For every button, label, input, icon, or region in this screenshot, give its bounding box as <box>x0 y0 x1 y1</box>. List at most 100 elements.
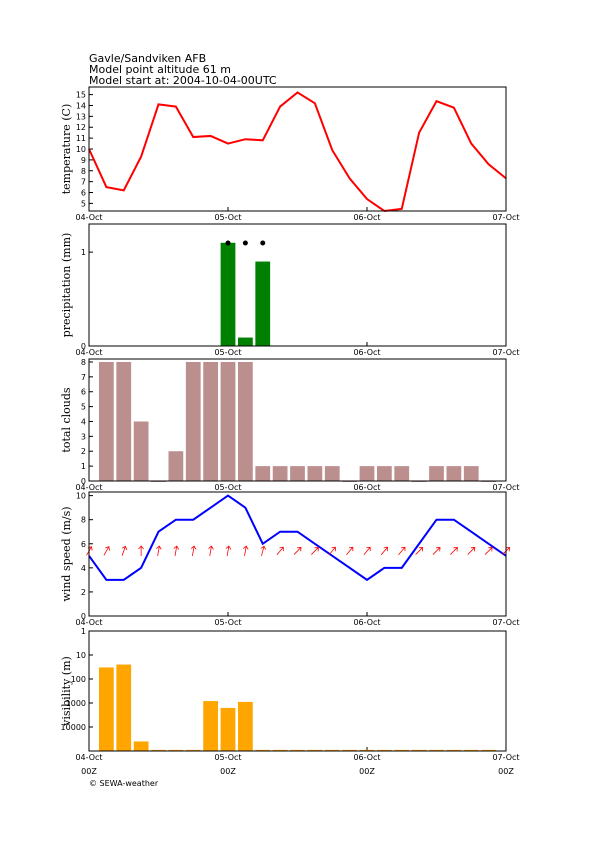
bar <box>168 749 184 751</box>
y-tick-label: 8 <box>81 167 86 176</box>
x-tick-label: 04-Oct <box>75 213 102 222</box>
y-tick-label: 9 <box>81 156 86 165</box>
y-tick-label: 10 <box>76 492 86 501</box>
plot-area <box>220 240 271 346</box>
y-axis-label: temperature (C) <box>60 104 73 195</box>
x-tick-label: 06-Oct <box>353 213 380 222</box>
wind-arrow <box>121 545 128 556</box>
bar <box>290 749 305 751</box>
bar <box>376 749 392 751</box>
wind-arrow <box>208 545 214 556</box>
x-tick-label: 05-Oct <box>214 213 241 222</box>
x-tick-label: 04-Oct <box>75 483 102 492</box>
bar <box>481 749 497 751</box>
plot-area <box>88 91 507 213</box>
bar <box>220 707 236 751</box>
x-tick-label: 07-Oct <box>492 618 519 627</box>
plot-frame <box>88 491 507 617</box>
wind-arrow <box>363 546 371 556</box>
bar <box>133 421 149 481</box>
plot-frame <box>88 630 507 752</box>
y-tick-label: 1 <box>81 248 86 257</box>
y-tick-label: 15 <box>76 91 86 100</box>
x-tick-label-utc: 00Z <box>220 767 236 776</box>
station-name: Gavle/Sandviken AFB <box>89 52 206 65</box>
y-tick-label: 1 <box>81 462 86 471</box>
wind-arrow <box>380 546 388 556</box>
wind-arrow <box>467 547 476 555</box>
wind-arrow <box>450 547 458 555</box>
y-tick-label: 100 <box>71 675 86 684</box>
y-tick-label: 13 <box>76 112 86 121</box>
plot-area <box>98 361 497 482</box>
y-tick-label: 12 <box>76 123 86 132</box>
y-tick-label: 8 <box>81 358 86 367</box>
y-tick-label: 6 <box>81 540 86 549</box>
bar <box>220 361 236 481</box>
x-tick-label: 06-Oct <box>353 348 380 357</box>
bar <box>237 337 253 346</box>
wind-arrow <box>398 546 406 556</box>
y-tick-label: 2 <box>81 447 86 456</box>
bar <box>272 749 288 751</box>
wind-arrow <box>484 547 493 555</box>
y-axis-label: visibility (m) <box>60 656 73 727</box>
wind-arrow <box>225 545 232 556</box>
y-tick-label: 6 <box>81 388 86 397</box>
x-tick-label: 04-Oct <box>75 753 102 762</box>
y-tick-label: 4 <box>81 417 86 426</box>
x-tick-label: 07-Oct <box>492 483 519 492</box>
bar <box>203 361 219 481</box>
y-tick-label: 4 <box>81 564 86 573</box>
bar <box>185 749 201 751</box>
precip-symbol <box>242 240 248 246</box>
y-tick-label: 1 <box>81 627 86 636</box>
x-tick-label: 07-Oct <box>492 213 519 222</box>
precip-symbol <box>225 240 231 246</box>
y-tick-label: 5 <box>81 403 86 412</box>
wind-arrow <box>103 546 110 556</box>
precip-symbol <box>260 240 266 246</box>
bar <box>307 749 323 751</box>
wind-arrow <box>173 545 180 556</box>
bar <box>446 466 462 481</box>
y-tick-label: 14 <box>76 101 86 110</box>
bar <box>151 749 166 751</box>
bar <box>376 466 392 481</box>
y-tick-label: 2 <box>81 588 86 597</box>
x-tick-label: 05-Oct <box>214 483 241 492</box>
bar <box>116 664 132 751</box>
altitude: Model point altitude 61 m <box>89 63 231 76</box>
y-axis-label: precipitation (mm) <box>60 233 73 338</box>
wind-arrow <box>346 546 354 556</box>
bar <box>203 701 219 751</box>
y-tick-label: 0 <box>81 342 86 351</box>
wind-arrow <box>293 547 302 555</box>
bar <box>168 451 184 481</box>
y-tick-label: 0 <box>81 612 86 621</box>
line <box>88 91 507 213</box>
bar <box>255 261 271 346</box>
wind-arrow <box>190 545 197 556</box>
copyright: © SEWA-weather <box>89 779 159 788</box>
y-axis-label: total clouds <box>60 387 73 452</box>
x-tick-label: 07-Oct <box>492 753 519 762</box>
wind-arrow <box>276 546 284 556</box>
bar <box>133 741 149 751</box>
bar <box>98 667 114 751</box>
x-tick-label: 05-Oct <box>214 348 241 357</box>
bar <box>220 242 236 346</box>
bar <box>429 749 444 751</box>
plot-area <box>98 664 497 751</box>
bar <box>394 466 410 481</box>
bar <box>359 749 375 751</box>
bar <box>463 749 479 751</box>
y-tick-label: 10 <box>76 145 86 154</box>
bar <box>290 466 305 481</box>
wind-arrow <box>432 547 441 555</box>
bar <box>359 466 375 481</box>
plot-frame <box>88 86 507 212</box>
x-tick-label: 06-Oct <box>353 618 380 627</box>
